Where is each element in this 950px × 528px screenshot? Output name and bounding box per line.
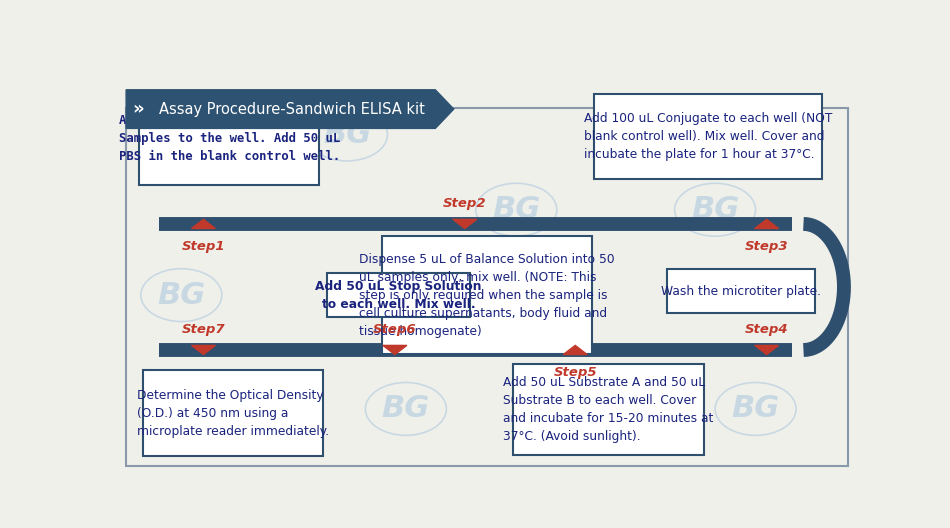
Polygon shape — [754, 345, 779, 355]
Text: Step2: Step2 — [443, 197, 486, 210]
Polygon shape — [453, 219, 477, 229]
Polygon shape — [383, 345, 407, 355]
Polygon shape — [192, 219, 216, 229]
Text: Step5: Step5 — [554, 366, 597, 379]
FancyBboxPatch shape — [594, 94, 822, 179]
Polygon shape — [126, 90, 454, 128]
Text: Wash the microtiter plate.: Wash the microtiter plate. — [661, 285, 821, 298]
Text: BG: BG — [492, 195, 541, 224]
Text: Step4: Step4 — [745, 323, 788, 336]
Text: Add 50uL Standards or
Samples to the well. Add 50 uL
PBS in the blank control we: Add 50uL Standards or Samples to the wel… — [119, 114, 340, 163]
Text: BG: BG — [473, 286, 502, 304]
Text: BG: BG — [732, 394, 780, 423]
Polygon shape — [563, 345, 587, 355]
Text: Add 50 uL Substrate A and 50 uL
Substrate B to each well. Cover
and incubate for: Add 50 uL Substrate A and 50 uL Substrat… — [504, 376, 713, 443]
Text: Determine the Optical Density
(O.D.) at 450 nm using a
microplate reader immedia: Determine the Optical Density (O.D.) at … — [137, 389, 329, 438]
FancyBboxPatch shape — [382, 236, 592, 354]
Text: Dispense 5 uL of Balance Solution into 50
uL samples only, mix well. (NOTE: This: Dispense 5 uL of Balance Solution into 5… — [359, 252, 615, 337]
Text: »: » — [132, 100, 143, 118]
Text: BG: BG — [323, 120, 371, 149]
Text: Step1: Step1 — [181, 240, 225, 253]
FancyBboxPatch shape — [513, 364, 704, 456]
Polygon shape — [192, 345, 216, 355]
Text: Add 50 uL Stop Solution
to each well. Mix well.: Add 50 uL Stop Solution to each well. Mi… — [315, 280, 482, 310]
FancyBboxPatch shape — [142, 370, 323, 456]
Text: BG: BG — [157, 280, 205, 309]
Text: BG: BG — [382, 394, 430, 423]
Text: Step6: Step6 — [373, 323, 417, 336]
Text: Step3: Step3 — [745, 240, 788, 253]
Text: BG: BG — [691, 195, 739, 224]
FancyBboxPatch shape — [327, 273, 470, 317]
Text: Assay Procedure-Sandwich ELISA kit: Assay Procedure-Sandwich ELISA kit — [160, 101, 425, 117]
Text: Step7: Step7 — [181, 323, 225, 336]
Text: Add 100 uL Conjugate to each well (NOT
blank control well). Mix well. Cover and
: Add 100 uL Conjugate to each well (NOT b… — [583, 112, 832, 161]
FancyBboxPatch shape — [667, 269, 814, 314]
FancyBboxPatch shape — [139, 92, 319, 185]
Polygon shape — [754, 219, 779, 229]
